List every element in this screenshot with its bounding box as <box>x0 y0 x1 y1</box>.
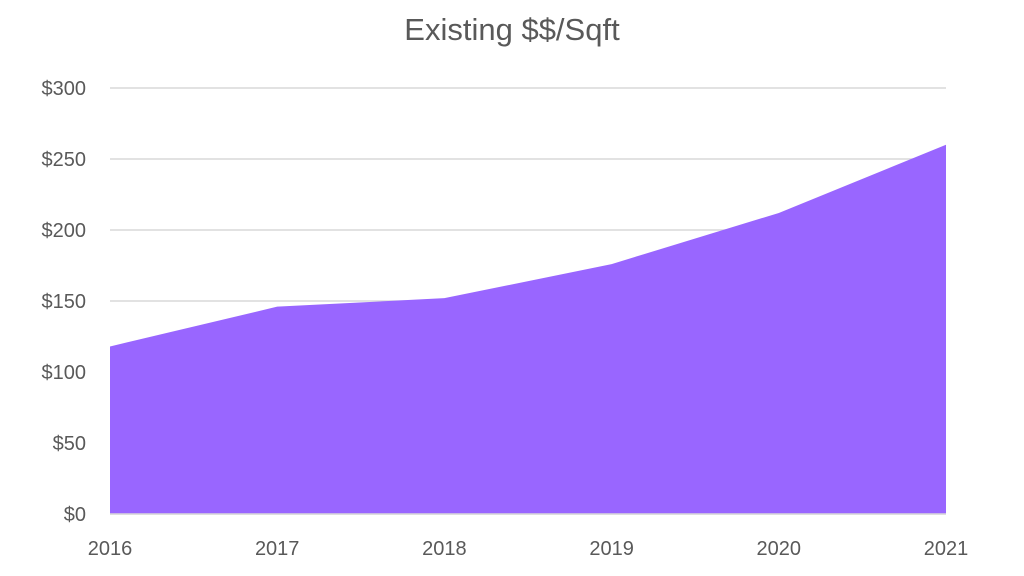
x-axis-ticks: 2016 2017 2018 2019 2020 2021 <box>88 538 969 560</box>
y-tick-label: $0 <box>64 504 86 526</box>
x-tick-label: 2019 <box>589 538 634 560</box>
y-axis-ticks: $0 $50 $100 $150 $200 $250 $300 <box>42 78 87 526</box>
area-series <box>110 144 946 515</box>
y-tick-label: $250 <box>42 149 87 171</box>
plot-area <box>110 144 946 515</box>
y-tick-label: $50 <box>53 433 86 455</box>
y-tick-label: $300 <box>42 78 87 100</box>
x-tick-label: 2016 <box>88 538 133 560</box>
y-tick-label: $150 <box>42 291 87 313</box>
y-tick-label: $200 <box>42 220 87 242</box>
x-tick-label: 2018 <box>422 538 467 560</box>
chart-title: Existing $$/Sqft <box>404 12 620 47</box>
x-tick-label: 2021 <box>924 538 969 560</box>
y-tick-label: $100 <box>42 362 87 384</box>
x-tick-label: 2017 <box>255 538 300 560</box>
x-tick-label: 2020 <box>757 538 802 560</box>
